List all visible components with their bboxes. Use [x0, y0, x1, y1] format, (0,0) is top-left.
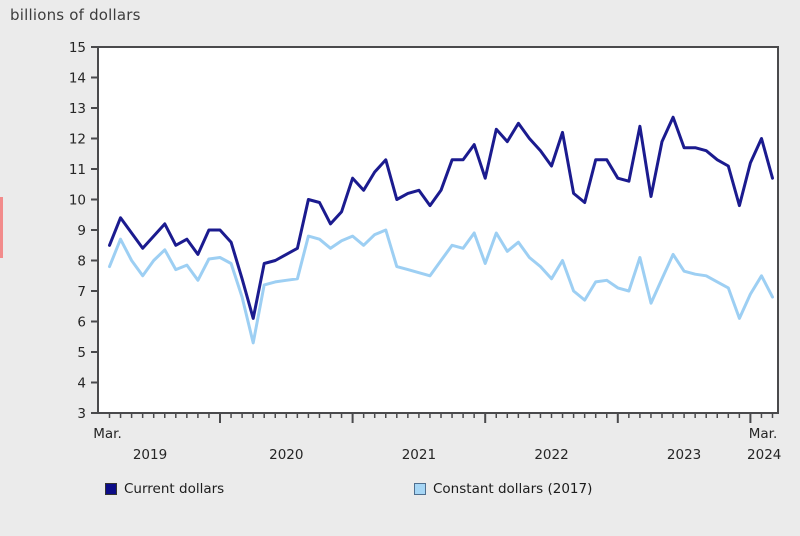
current-dollars-swatch — [105, 483, 117, 495]
x-axis-year-label: 2021 — [402, 447, 436, 463]
x-axis-year-label: 2024 — [747, 447, 781, 463]
plot-area: 3 4 5 6 7 8 9 10 11 12 13 14 15 Mar. Mar. 2019 2020 2021 2… — [69, 40, 782, 463]
x-axis-year-label: 2023 — [667, 447, 701, 463]
y-axis-tick-label: 5 — [77, 345, 86, 361]
y-axis-tick-label: 7 — [77, 284, 86, 300]
y-axis-tick-label: 8 — [77, 254, 86, 270]
x-axis-first-month-label: Mar. — [93, 426, 122, 442]
plot-frame — [97, 46, 779, 414]
y-axis-tick-label: 14 — [69, 71, 86, 87]
series-line-current-dollars — [108, 115, 774, 320]
y-axis-tick-label: 15 — [69, 40, 86, 56]
y-axis-tick-label: 3 — [77, 406, 86, 422]
y-axis-tick-label: 6 — [77, 315, 86, 331]
x-axis-year-label: 2019 — [133, 447, 167, 463]
legend-label-current-dollars: Current dollars — [124, 481, 225, 497]
y-axis-tick-label: 11 — [69, 162, 86, 178]
y-axis-tick-label: 13 — [69, 101, 86, 117]
constant-dollars-swatch — [414, 483, 426, 495]
x-axis-last-month-label: Mar. — [749, 426, 778, 442]
legend-label-constant-dollars: Constant dollars (2017) — [433, 481, 593, 497]
left-edge-red-marker — [0, 197, 3, 258]
x-axis-year-label: 2022 — [534, 447, 568, 463]
legend-item-constant-dollars: Constant dollars (2017) — [414, 481, 592, 497]
y-axis-tick-label: 12 — [69, 132, 86, 148]
x-axis-year-label: 2020 — [269, 447, 303, 463]
chart-title: billions of dollars — [10, 6, 141, 24]
legend: Current dollars Constant dollars (2017) — [0, 481, 800, 501]
y-axis-tick-label: 4 — [77, 376, 86, 392]
y-axis-tick-label: 10 — [69, 193, 86, 209]
legend-item-current-dollars: Current dollars — [105, 481, 224, 497]
y-axis-tick-label: 9 — [77, 223, 86, 239]
series-line-constant-dollars-2017- — [108, 228, 774, 345]
